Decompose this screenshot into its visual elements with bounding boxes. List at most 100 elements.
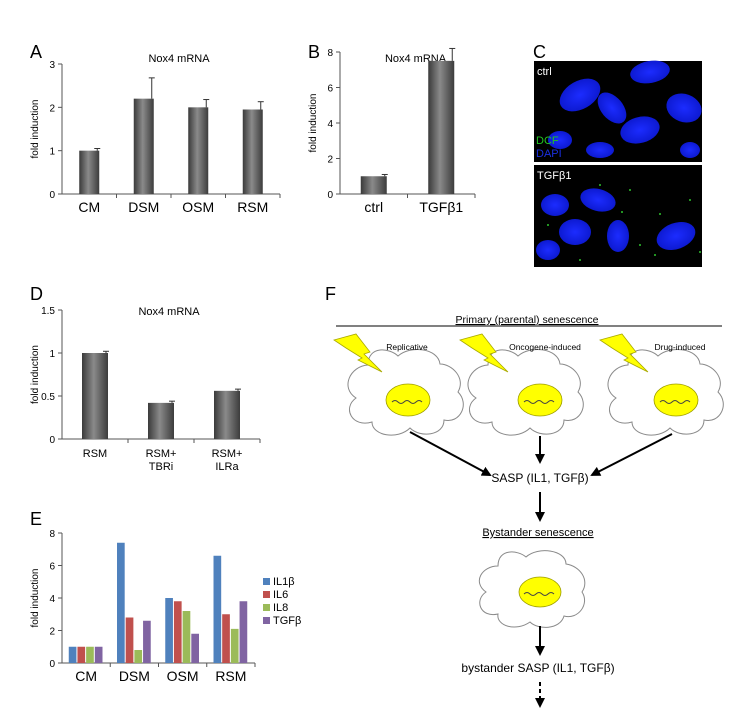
y-tick-label: 8 xyxy=(327,48,333,59)
y-tick-label: 2 xyxy=(49,627,55,638)
bar-TGFβ xyxy=(239,601,248,663)
legend-label: IL1β xyxy=(273,576,295,588)
legend-swatch xyxy=(263,604,270,611)
panel-letter-b: B xyxy=(308,42,320,62)
nucleus-oncogene-induced xyxy=(517,383,563,417)
x-tick-label: TBRi xyxy=(149,461,173,473)
y-tick-label: 2 xyxy=(49,103,55,114)
dcf-signal-specks xyxy=(547,184,701,261)
x-tick-label: RSM xyxy=(83,448,107,460)
y-tick-label: 0.5 xyxy=(41,392,55,403)
bystander-label: Bystander senescence xyxy=(482,527,593,539)
bar-IL6 xyxy=(125,617,134,663)
diagram-header: Primary (parental) senescence xyxy=(456,314,599,326)
cell-drug-induced: Drug-induced xyxy=(599,333,724,436)
lightning-bolt-icon xyxy=(333,333,383,373)
x-tick-label: ctrl xyxy=(364,199,383,215)
chart-e: 0 2 4 6 8 fold induction CM DSM OSM RSM IL1βIL6IL8… xyxy=(30,529,301,684)
y-axis-label: fold induction xyxy=(30,100,41,159)
panel-letter-d: D xyxy=(30,284,43,304)
cell-label-oncogene-induced: Oncogene-induced xyxy=(509,342,581,352)
bar-IL8 xyxy=(86,646,94,663)
senescence-diagram: Primary (parental) senescence Replicativ… xyxy=(333,314,724,708)
bar xyxy=(428,60,455,194)
x-tick-label: CM xyxy=(75,668,97,684)
cell-label-drug-induced: Drug-induced xyxy=(654,342,705,352)
chart-title: Nox4 mRNA xyxy=(148,53,210,65)
bar xyxy=(133,98,154,194)
legend-label: TGFβ xyxy=(273,615,301,627)
bar-IL6 xyxy=(173,601,182,663)
micrograph-label-ctrl: ctrl xyxy=(537,66,552,78)
panel-letter-c: C xyxy=(533,42,546,62)
bar xyxy=(148,402,174,439)
y-axis-label: fold induction xyxy=(30,345,41,404)
bar xyxy=(214,390,240,439)
bar-IL8 xyxy=(182,611,191,663)
bar-TGFβ xyxy=(143,620,151,663)
y-tick-label: 6 xyxy=(327,84,333,95)
y-axis-label: fold induction xyxy=(308,94,319,153)
x-tick-label: TGFβ1 xyxy=(419,199,463,215)
arrow-drug-to-sasp xyxy=(590,433,673,476)
y-tick-label: 3 xyxy=(49,60,55,71)
panel-letter-a: A xyxy=(30,42,42,62)
y-tick-label: 1.5 xyxy=(41,306,55,317)
legend-dapi: DAPI xyxy=(536,148,562,160)
y-axis-label: fold induction xyxy=(30,569,41,628)
cell-label-replicative: Replicative xyxy=(386,342,428,352)
y-tick-label: 1 xyxy=(49,349,55,360)
bar-IL1β xyxy=(165,598,173,663)
micrograph-label-tgfb1: TGFβ1 xyxy=(537,170,571,182)
nucleus-drug-induced xyxy=(653,383,699,417)
x-tick-label: OSM xyxy=(167,668,199,684)
microscopy-panel: ctrl DCF DAPI TGFβ1 xyxy=(534,60,702,267)
x-tick-label: DSM xyxy=(119,668,150,684)
cell-oncogene-induced: Oncogene-induced xyxy=(459,333,584,436)
lightning-bolt-icon xyxy=(599,333,649,373)
bar xyxy=(82,353,108,439)
panel-letter-e: E xyxy=(30,509,42,529)
bar-IL1β xyxy=(117,542,125,663)
lightning-bolt-icon xyxy=(459,333,509,373)
legend-swatch xyxy=(263,591,270,598)
cell-replicative: Replicative xyxy=(333,333,464,436)
x-tick-label: ILRa xyxy=(215,461,239,473)
legend-label: IL6 xyxy=(273,589,288,601)
bar-IL8 xyxy=(230,628,239,663)
bar-IL1β xyxy=(68,646,77,663)
bar xyxy=(188,107,209,194)
legend-swatch xyxy=(263,617,270,624)
arrow-replicative-to-sasp xyxy=(409,431,492,476)
y-tick-label: 8 xyxy=(49,529,55,540)
x-tick-label: RSM+ xyxy=(212,448,243,460)
bar-IL6 xyxy=(77,646,86,663)
bar-IL6 xyxy=(222,614,230,663)
y-tick-label: 4 xyxy=(49,594,55,605)
chart-title: Nox4 mRNA xyxy=(138,306,200,318)
chart-a: Nox4 mRNA 0 1 2 3 fold induction CM DSM OSM RSM xyxy=(30,53,281,215)
legend-dcf: DCF xyxy=(536,135,559,147)
nucleus-replicative xyxy=(385,383,431,417)
bystander-sasp-label: bystander SASP (IL1, TGFβ) xyxy=(461,661,614,675)
bar-IL1β xyxy=(213,555,222,663)
nucleus-bystander xyxy=(518,576,562,608)
panel-letter-f: F xyxy=(325,284,336,304)
bar-TGFβ xyxy=(94,646,103,663)
y-tick-label: 0 xyxy=(49,435,55,446)
bar xyxy=(79,150,100,194)
nuclei-tgfb1 xyxy=(536,188,696,260)
x-tick-label: RSM+ xyxy=(146,448,177,460)
y-tick-label: 0 xyxy=(49,659,55,670)
y-tick-label: 2 xyxy=(327,155,333,166)
x-tick-label: RSM xyxy=(215,668,246,684)
y-tick-label: 0 xyxy=(327,190,333,201)
x-tick-label: OSM xyxy=(182,199,214,215)
bar xyxy=(360,176,387,194)
y-tick-label: 6 xyxy=(49,562,55,573)
x-tick-label: RSM xyxy=(237,199,268,215)
x-tick-label: CM xyxy=(78,199,100,215)
bar-TGFβ xyxy=(191,633,199,663)
